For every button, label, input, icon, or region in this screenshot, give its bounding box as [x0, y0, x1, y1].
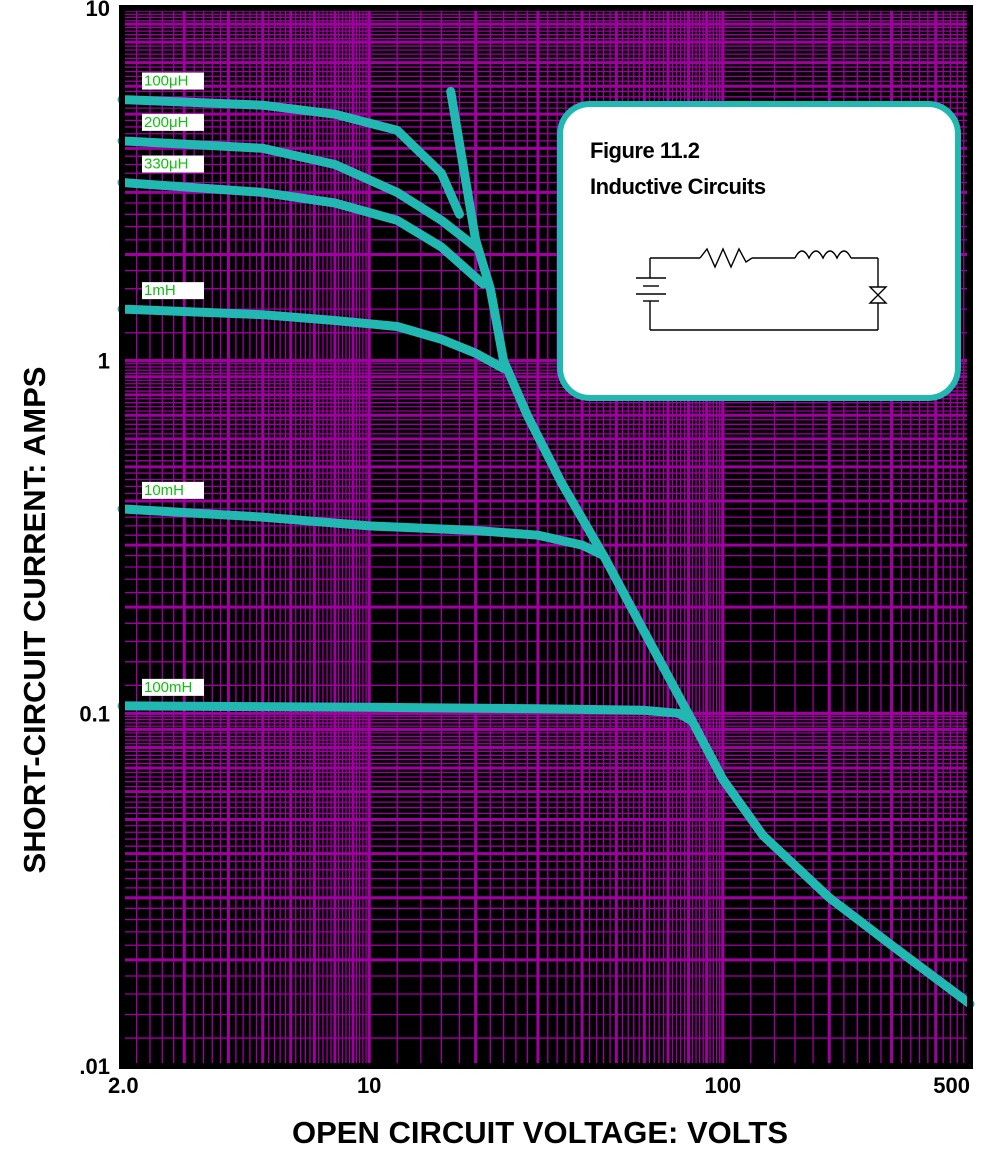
- y-tick-label: .01: [79, 1054, 110, 1079]
- series-label: 100μH: [144, 73, 189, 90]
- series-label: 100mH: [144, 679, 192, 696]
- series-line-4: [117, 504, 609, 561]
- x-tick-label: 500: [933, 1073, 970, 1098]
- series-label: 10mH: [144, 482, 184, 499]
- series-label: 330μH: [144, 156, 189, 173]
- series-line-6: [446, 86, 975, 1009]
- series-line-5: [117, 701, 697, 726]
- series-label-bg: [142, 113, 204, 131]
- y-tick-label: 1: [98, 349, 110, 374]
- y-axis-title: SHORT-CIRCUIT CURRENT: AMPS: [17, 367, 52, 874]
- x-tick-label: 2.0: [108, 1073, 139, 1098]
- series-label: 1mH: [144, 282, 176, 299]
- series-line-2: [117, 178, 488, 289]
- series-label-bg: [142, 282, 204, 300]
- series-labels: 100μH 200μH 330μH 1mH 10mH 100mH: [142, 72, 204, 696]
- series-line-3: [117, 304, 509, 373]
- grid: [120, 6, 972, 1068]
- y-tick-label: 0.1: [79, 701, 110, 726]
- series-label-bg: [142, 72, 204, 90]
- series-label-bg: [142, 481, 204, 499]
- circuit-diagram: [636, 247, 888, 331]
- series-label: 200μH: [144, 114, 189, 131]
- inset-panel: Figure 11.2 Inductive Circuits: [557, 101, 961, 401]
- series-line-0: [117, 95, 464, 219]
- y-tick-label: 10: [86, 0, 110, 21]
- x-tick-label: 100: [704, 1073, 741, 1098]
- series-label-bg: [142, 678, 204, 696]
- inductor-icon: [794, 250, 852, 260]
- series-label-bg: [142, 155, 204, 173]
- inset-box: [557, 101, 961, 401]
- resistor-icon: [699, 247, 753, 269]
- x-axis-title: OPEN CIRCUIT VOLTAGE: VOLTS: [292, 1115, 788, 1150]
- y-axis-ticks: 10 1 0.1 .01: [79, 0, 110, 1079]
- switch-gap-icon: [868, 286, 888, 304]
- series-line-1: [117, 136, 481, 252]
- inset-title: Figure 11.2: [590, 138, 700, 163]
- inset-subtitle: Inductive Circuits: [590, 174, 766, 199]
- x-tick-label: 10: [357, 1073, 381, 1098]
- curves: [117, 86, 975, 1009]
- x-axis-ticks: 2.0 10 100 500: [108, 1073, 970, 1098]
- battery-icon: [636, 258, 666, 330]
- plot-border: [119, 5, 973, 1069]
